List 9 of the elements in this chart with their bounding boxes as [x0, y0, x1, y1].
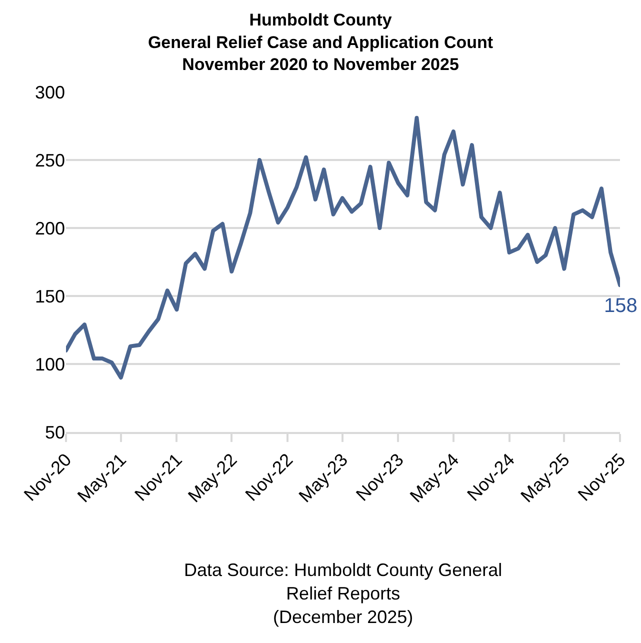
y-tick-label: 50 — [44, 422, 65, 442]
annotation: 158 — [604, 295, 638, 317]
y-tick-label: 100 — [34, 354, 65, 374]
y-tick-label: 300 — [34, 82, 65, 102]
y-tick-label: 150 — [34, 286, 65, 306]
chart-title: Humboldt County General Relief Case and Application Count November 2020 to November 2025 — [148, 10, 494, 74]
y-tick-label: 250 — [34, 150, 65, 170]
y-tick-label: 200 — [34, 218, 65, 238]
source-note: Data Source: Humboldt County General Relief Reports (December 2025) — [184, 560, 502, 627]
